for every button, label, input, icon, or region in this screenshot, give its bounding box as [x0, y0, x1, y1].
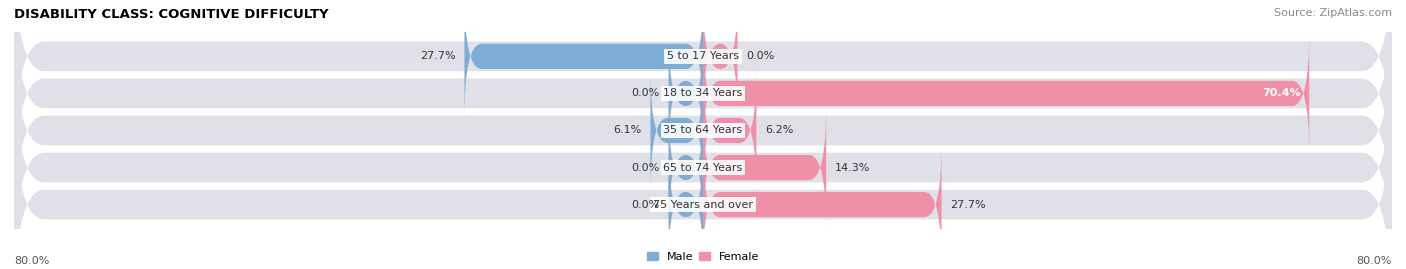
Text: 0.0%: 0.0%	[631, 89, 659, 98]
Text: Source: ZipAtlas.com: Source: ZipAtlas.com	[1274, 8, 1392, 18]
Text: 80.0%: 80.0%	[1357, 256, 1392, 266]
FancyBboxPatch shape	[669, 106, 703, 229]
Text: 27.7%: 27.7%	[950, 200, 986, 210]
FancyBboxPatch shape	[703, 0, 738, 118]
Text: 0.0%: 0.0%	[631, 162, 659, 172]
Text: 5 to 17 Years: 5 to 17 Years	[666, 51, 740, 61]
Text: 0.0%: 0.0%	[631, 200, 659, 210]
FancyBboxPatch shape	[14, 53, 1392, 269]
FancyBboxPatch shape	[703, 143, 942, 266]
Text: 18 to 34 Years: 18 to 34 Years	[664, 89, 742, 98]
FancyBboxPatch shape	[703, 69, 756, 192]
Legend: Male, Female: Male, Female	[643, 247, 763, 266]
Text: 27.7%: 27.7%	[420, 51, 456, 61]
Text: 75 Years and over: 75 Years and over	[652, 200, 754, 210]
Text: 6.2%: 6.2%	[765, 125, 793, 136]
Text: 14.3%: 14.3%	[835, 162, 870, 172]
FancyBboxPatch shape	[14, 0, 1392, 208]
Text: 80.0%: 80.0%	[14, 256, 49, 266]
Text: 65 to 74 Years: 65 to 74 Years	[664, 162, 742, 172]
FancyBboxPatch shape	[14, 90, 1392, 269]
FancyBboxPatch shape	[703, 32, 1309, 155]
FancyBboxPatch shape	[669, 32, 703, 155]
FancyBboxPatch shape	[14, 0, 1392, 171]
FancyBboxPatch shape	[14, 16, 1392, 245]
Text: 35 to 64 Years: 35 to 64 Years	[664, 125, 742, 136]
FancyBboxPatch shape	[651, 69, 703, 192]
Text: 0.0%: 0.0%	[747, 51, 775, 61]
Text: 70.4%: 70.4%	[1263, 89, 1301, 98]
FancyBboxPatch shape	[703, 106, 827, 229]
Text: DISABILITY CLASS: COGNITIVE DIFFICULTY: DISABILITY CLASS: COGNITIVE DIFFICULTY	[14, 8, 329, 21]
FancyBboxPatch shape	[669, 143, 703, 266]
Text: 6.1%: 6.1%	[613, 125, 643, 136]
FancyBboxPatch shape	[464, 0, 703, 118]
